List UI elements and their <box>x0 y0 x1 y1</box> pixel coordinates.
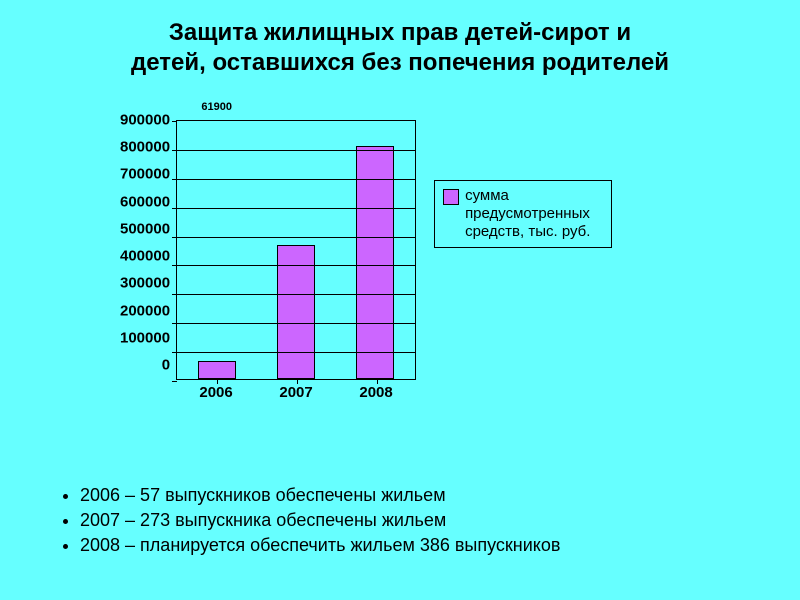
y-tick-label: 0 <box>120 357 170 372</box>
y-tick-label: 800000 <box>120 140 170 155</box>
y-tick-label: 300000 <box>120 276 170 291</box>
gridline <box>177 150 415 151</box>
x-tick-mark <box>297 379 298 384</box>
x-axis-labels: 200620072008 <box>176 384 416 401</box>
y-axis-labels: 9000008000007000006000005000004000003000… <box>120 120 176 380</box>
legend: сумма предусмотренных средств, тыс. руб. <box>434 180 612 248</box>
bars-group: 61900463911805870 <box>177 121 415 379</box>
y-tick-label: 900000 <box>120 113 170 128</box>
bar-slot: 61900 <box>177 121 256 379</box>
y-tick-label: 100000 <box>120 330 170 345</box>
x-tick-label: 2008 <box>336 384 416 401</box>
y-tick-label: 500000 <box>120 221 170 236</box>
y-tick-label: 200000 <box>120 303 170 318</box>
legend-swatch <box>443 189 459 205</box>
gridline <box>177 208 415 209</box>
y-tick-mark <box>172 381 177 382</box>
bar <box>198 361 236 379</box>
y-tick-mark <box>172 121 177 122</box>
y-tick-label: 400000 <box>120 249 170 264</box>
plot-area: 61900463911805870 <box>176 120 416 380</box>
bullet-item: 2008 – планируется обеспечить жильем 386… <box>80 535 760 556</box>
title-line-1: Защита жилищных прав детей-сирот и <box>0 18 800 48</box>
y-tick-mark <box>172 150 177 151</box>
gridline <box>177 352 415 353</box>
bullet-item: 2006 – 57 выпускников обеспечены жильем <box>80 485 760 506</box>
y-tick-mark <box>172 323 177 324</box>
gridline <box>177 179 415 180</box>
y-tick-mark <box>172 352 177 353</box>
bar-slot: 805870 <box>336 121 415 379</box>
x-tick-label: 2006 <box>176 384 256 401</box>
legend-text: сумма предусмотренных средств, тыс. руб. <box>465 187 603 241</box>
bar-slot: 463911 <box>256 121 335 379</box>
gridline <box>177 237 415 238</box>
bar <box>356 146 394 379</box>
bullet-item: 2007 – 273 выпускника обеспечены жильем <box>80 510 760 531</box>
x-tick-label: 2007 <box>256 384 336 401</box>
slide-title: Защита жилищных прав детей-сирот и детей… <box>0 18 800 78</box>
bar-value-label: 61900 <box>201 101 232 113</box>
y-tick-label: 700000 <box>120 167 170 182</box>
chart-container: 9000008000007000006000005000004000003000… <box>120 120 680 430</box>
gridline <box>177 294 415 295</box>
x-tick-mark <box>217 379 218 384</box>
title-line-2: детей, оставшихся без попечения родителе… <box>0 48 800 78</box>
y-tick-mark <box>172 294 177 295</box>
gridline <box>177 265 415 266</box>
x-tick-mark <box>377 379 378 384</box>
plot-column: 61900463911805870 200620072008 <box>176 120 416 401</box>
y-tick-mark <box>172 179 177 180</box>
slide: Защита жилищных прав детей-сирот и детей… <box>0 0 800 600</box>
gridline <box>177 323 415 324</box>
y-tick-mark <box>172 237 177 238</box>
y-tick-label: 600000 <box>120 194 170 209</box>
bullet-list: 2006 – 57 выпускников обеспечены жильем 2… <box>60 481 760 560</box>
y-tick-mark <box>172 265 177 266</box>
y-tick-mark <box>172 208 177 209</box>
